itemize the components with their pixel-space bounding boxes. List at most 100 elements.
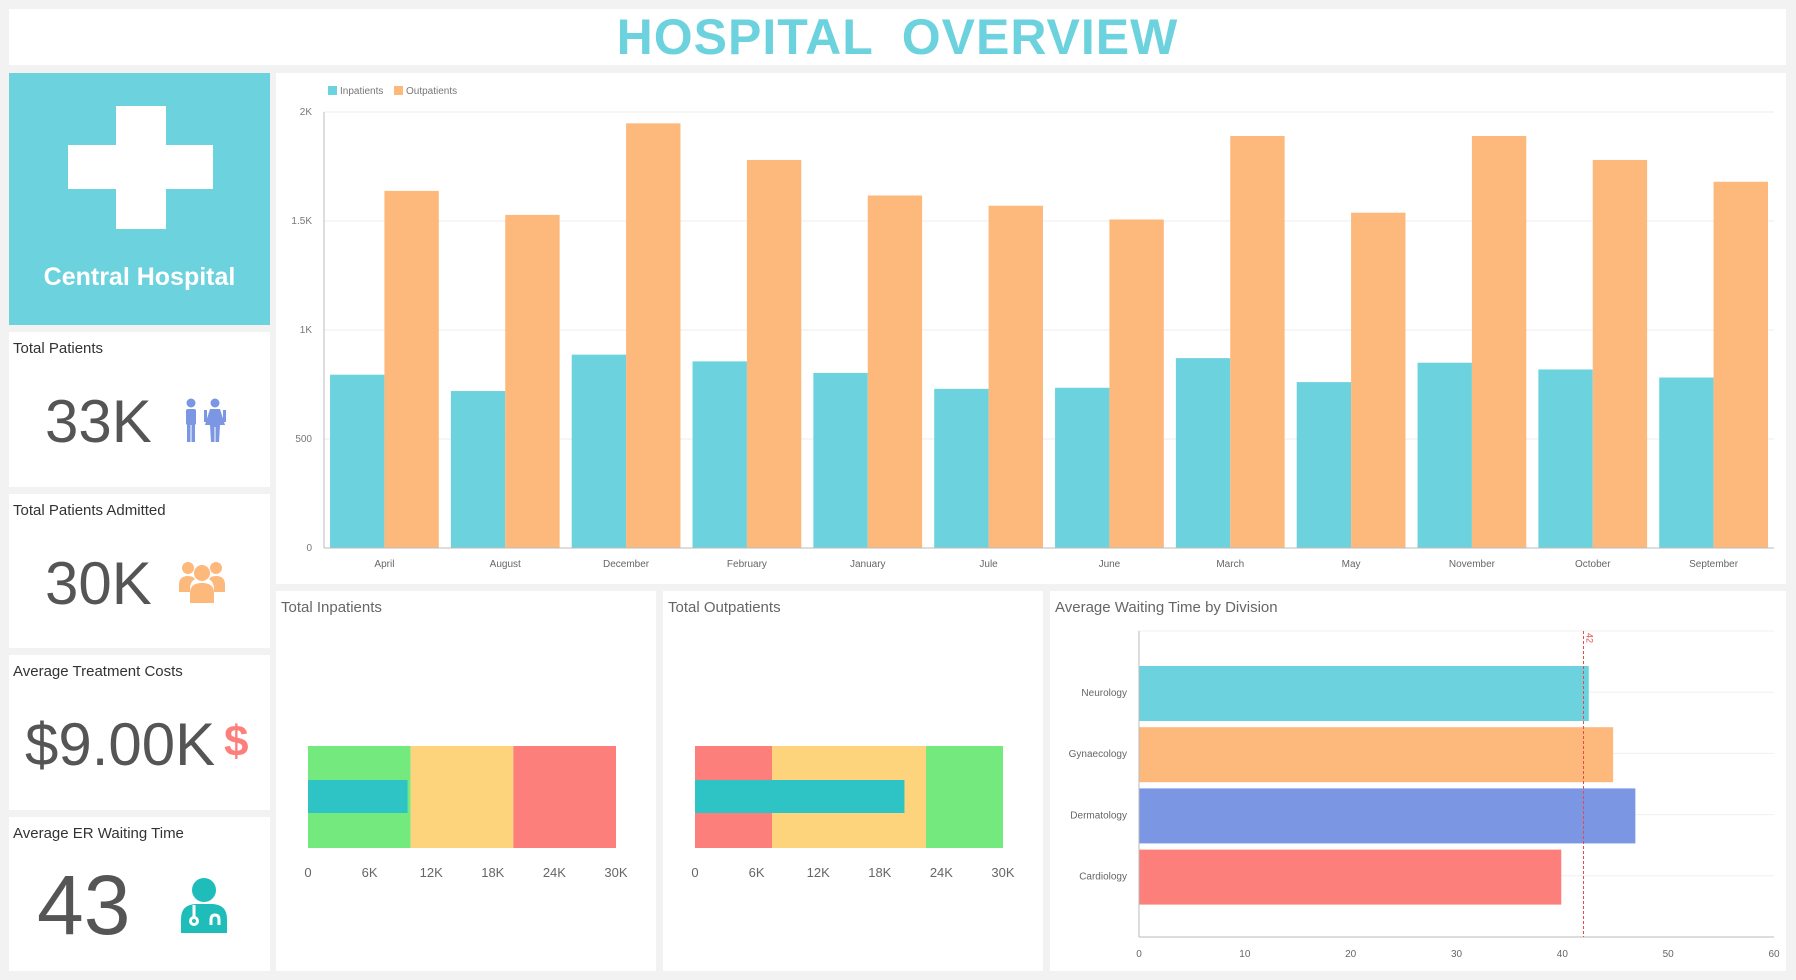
monthly-patients-chart: 0 500 1K 1.5K 2K April August December February J… (276, 73, 1786, 584)
total-inpatients-panel: Total Inpatients 0 6K 12K 18K 24K 30K (276, 591, 656, 971)
bar-outpatients-november (1471, 135, 1527, 549)
x-tick-label: 18K (481, 865, 504, 880)
kpi-value: $9.00K (25, 711, 216, 778)
panel-title: Total Outpatients (668, 599, 781, 616)
bar-inpatients-june (1055, 387, 1110, 548)
dollar-icon: $ (224, 717, 249, 766)
legend-swatch (328, 86, 337, 95)
x-tick-label: August (490, 559, 521, 570)
x-tick-label: November (1449, 559, 1496, 570)
bar-outpatients-june (1109, 219, 1164, 548)
x-tick-label: 30 (1451, 949, 1463, 960)
bar-gynaecology (1139, 727, 1614, 783)
y-tick-label: 500 (295, 434, 312, 445)
x-tick-label: May (1342, 559, 1361, 570)
x-tick-label: 18K (868, 865, 891, 880)
x-tick-label: 20 (1345, 949, 1357, 960)
y-tick-label: 0 (306, 543, 312, 554)
x-tick-label: February (727, 559, 767, 570)
bar-inpatients-october (1538, 369, 1593, 548)
y-tick-label: Neurology (1081, 688, 1127, 699)
panel-title: Total Inpatients (281, 599, 382, 616)
y-tick-label: Gynaecology (1069, 749, 1127, 760)
bar-inpatients-november (1417, 362, 1472, 548)
bar-cardiology (1139, 849, 1562, 905)
inpatients-bullet-svg: 0 6K 12K 18K 24K 30K (304, 746, 628, 880)
x-tick-label: June (1099, 559, 1121, 570)
y-tick-label: Dermatology (1070, 810, 1127, 821)
bar-dermatology (1139, 788, 1636, 844)
bar-inpatients-april (330, 374, 385, 548)
x-tick-label: 0 (691, 865, 698, 880)
bar-outpatients-december (626, 123, 681, 548)
x-tick-label: 24K (930, 865, 953, 880)
x-tick-label: 60 (1768, 949, 1780, 960)
hospital-name: Central Hospital (43, 263, 236, 291)
x-tick-label: 30K (991, 865, 1014, 880)
kpi-label: Total Patients Admitted (13, 502, 166, 519)
y-tick-label: 1.5K (291, 216, 312, 227)
hospital-card: Central Hospital (9, 73, 270, 325)
bar-outpatients-april (384, 190, 439, 548)
kpi-label: Average Treatment Costs (13, 663, 183, 680)
total-outpatients-panel: Total Outpatients 0 6K 12K 18K 24K 30K (663, 591, 1043, 971)
value-bar (695, 780, 905, 813)
bar-inpatients-december (571, 354, 627, 548)
waiting-time-svg: 0 10 20 30 40 50 60 Neurology Gynaecology Dermato… (1069, 630, 1780, 960)
bar-outpatients-september (1713, 181, 1768, 548)
x-tick-label: 12K (420, 865, 443, 880)
x-tick-label: 6K (362, 865, 378, 880)
kpi-total-patients: Total Patients 33K (9, 332, 270, 487)
bar-inpatients-january (813, 372, 868, 548)
dashboard-title: HOSPITAL OVERVIEW (9, 9, 1786, 65)
legend-label: Inpatients (340, 86, 383, 97)
monthly-patients-svg: 0 500 1K 1.5K 2K April August December February J… (291, 86, 1774, 570)
bar-inpatients-jule (934, 388, 989, 548)
kpi-total-admitted: Total Patients Admitted 30K (9, 494, 270, 648)
x-tick-label: 6K (749, 865, 765, 880)
x-tick-label: October (1575, 559, 1611, 570)
bar-outpatients-march (1230, 135, 1285, 549)
x-tick-label: December (603, 559, 650, 570)
kpi-label: Total Patients (13, 340, 104, 357)
legend-label: Outpatients (406, 86, 457, 97)
bar-inpatients-may (1296, 382, 1352, 548)
value-bar (308, 780, 408, 813)
kpi-value: 43 (37, 858, 131, 952)
range-band (410, 746, 514, 848)
x-tick-label: September (1689, 559, 1739, 570)
kpi-label: Average ER Waiting Time (13, 825, 184, 842)
bar-neurology (1139, 666, 1589, 721)
x-tick-label: 40 (1557, 949, 1569, 960)
x-tick-label: March (1216, 559, 1244, 570)
bar-outpatients-may (1351, 212, 1406, 548)
kpi-value: 30K (45, 550, 152, 617)
bar-outpatients-february (746, 159, 802, 548)
legend-swatch (394, 86, 403, 95)
y-tick-label: Cardiology (1079, 872, 1127, 883)
bar-outpatients-october (1592, 159, 1648, 548)
bar-inpatients-february (692, 361, 747, 548)
bar-outpatients-august (505, 214, 560, 548)
x-tick-label: 24K (543, 865, 566, 880)
kpi-value: 33K (45, 388, 152, 455)
x-tick-label: 30K (604, 865, 627, 880)
y-tick-label: 2K (300, 107, 313, 118)
bar-inpatients-september (1659, 377, 1714, 548)
outpatients-bullet-svg: 0 6K 12K 18K 24K 30K (691, 746, 1015, 880)
panel-title: Average Waiting Time by Division (1055, 599, 1278, 616)
kpi-treatment-costs: Average Treatment Costs $9.00K $ (9, 655, 270, 810)
x-tick-label: 0 (304, 865, 311, 880)
doctor-icon (181, 878, 227, 933)
waiting-time-panel: Average Waiting Time by Division 0 10 20 30… (1050, 591, 1786, 971)
x-tick-label: April (374, 559, 394, 570)
bar-inpatients-march (1175, 358, 1231, 548)
x-tick-label: January (850, 559, 886, 570)
target-label: 42 (1585, 633, 1595, 643)
x-tick-label: 12K (807, 865, 830, 880)
male-female-icon (186, 398, 226, 442)
range-band (513, 746, 616, 848)
x-tick-label: 10 (1239, 949, 1251, 960)
bar-outpatients-jule (988, 205, 1043, 549)
x-tick-label: Jule (979, 559, 998, 570)
